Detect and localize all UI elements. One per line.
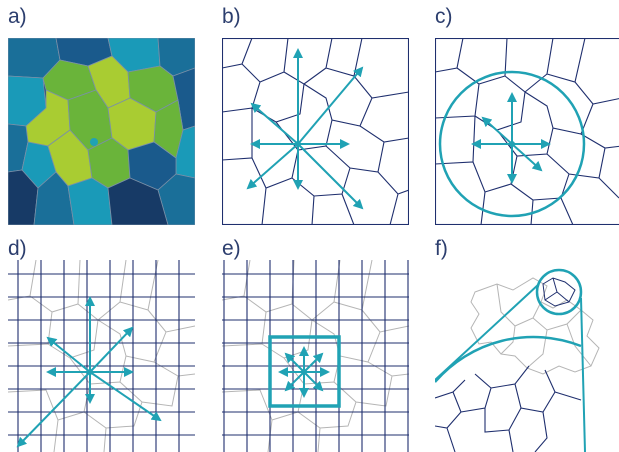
panel-e-grid-square-window — [222, 260, 409, 452]
panel-label-a: a) — [8, 5, 27, 28]
faded-region-boundaries — [8, 260, 195, 452]
panel-d-grid-radial-search — [8, 260, 195, 452]
square-search-window — [268, 335, 341, 408]
magnified-region-boundaries — [435, 365, 582, 452]
panel-f-zoom-detail — [435, 268, 600, 452]
zoom-source-boundaries — [542, 277, 576, 307]
region-boundaries — [435, 38, 619, 225]
center-point-marker — [90, 138, 98, 146]
overview-region-boundaries — [470, 277, 600, 375]
panel-label-b: b) — [222, 5, 241, 28]
buffer-circle — [438, 70, 586, 218]
panel-b-radial-search — [222, 38, 409, 225]
center-point-marker — [301, 369, 307, 375]
panel-label-f: f) — [435, 237, 448, 260]
center-point-marker — [87, 369, 93, 375]
center-point-marker — [509, 141, 515, 147]
search-direction-arrows — [471, 92, 551, 184]
region — [157, 173, 195, 225]
center-point-marker — [295, 141, 301, 147]
panel-label-c: c) — [435, 5, 453, 28]
panel-a-choropleth-map — [8, 38, 195, 225]
region-boundaries — [222, 38, 409, 225]
panel-label-d: d) — [8, 237, 27, 260]
zoom-connector-lines — [435, 283, 586, 452]
panel-c-circular-buffer — [435, 38, 619, 225]
grid-lines — [8, 260, 195, 452]
region — [107, 177, 169, 225]
search-direction-arrows — [16, 296, 162, 448]
grid-lines — [222, 260, 409, 452]
panel-label-e: e) — [222, 237, 241, 260]
zoom-source-circle — [535, 268, 583, 316]
search-direction-arrows — [278, 346, 330, 398]
search-direction-arrows — [246, 48, 364, 210]
